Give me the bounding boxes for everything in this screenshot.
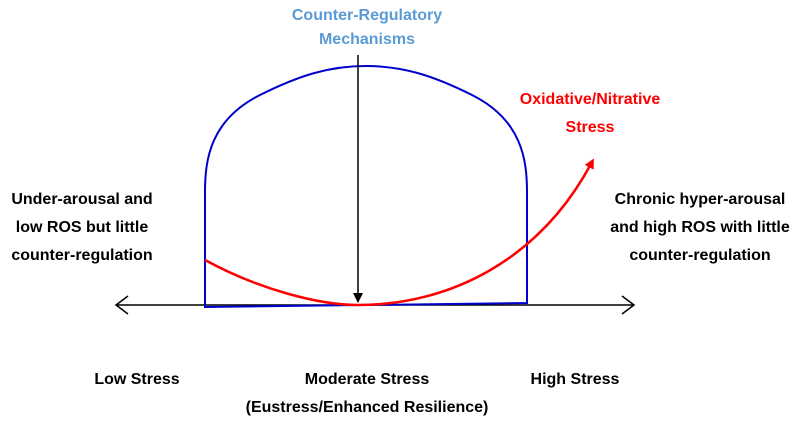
left-label-line: low ROS but little — [16, 219, 149, 236]
left-label-line: Under-arousal and — [11, 191, 152, 208]
right-label-line: counter-regulation — [629, 247, 770, 264]
counter-regulation-dome — [204, 64, 528, 309]
right-label-line: and high ROS with little — [610, 219, 790, 236]
moderate-stress-note: (Eustress/Enhanced Resilience) — [246, 399, 489, 416]
high-stress-label: High Stress — [531, 371, 620, 388]
right-label-line: Chronic hyper-arousal — [615, 191, 786, 208]
curve-label-line: Stress — [566, 119, 615, 136]
left-label-line: counter-regulation — [11, 247, 152, 264]
moderate-stress-label: Moderate Stress — [305, 371, 430, 388]
top-label-line: Counter-Regulatory — [292, 7, 442, 24]
curve-label-line: Oxidative/Nitrative — [520, 91, 661, 108]
top-label-line: Mechanisms — [319, 31, 415, 48]
oxidative-stress-curve — [204, 158, 594, 307]
low-stress-label: Low Stress — [94, 371, 179, 388]
